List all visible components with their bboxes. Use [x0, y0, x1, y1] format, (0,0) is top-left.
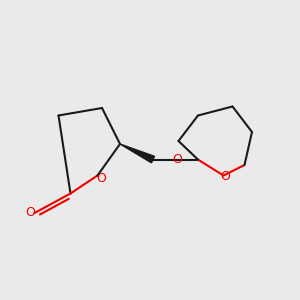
- Text: O: O: [220, 170, 230, 184]
- Text: O: O: [172, 153, 182, 166]
- Text: O: O: [96, 172, 106, 185]
- Polygon shape: [120, 144, 154, 163]
- Text: O: O: [26, 206, 35, 220]
